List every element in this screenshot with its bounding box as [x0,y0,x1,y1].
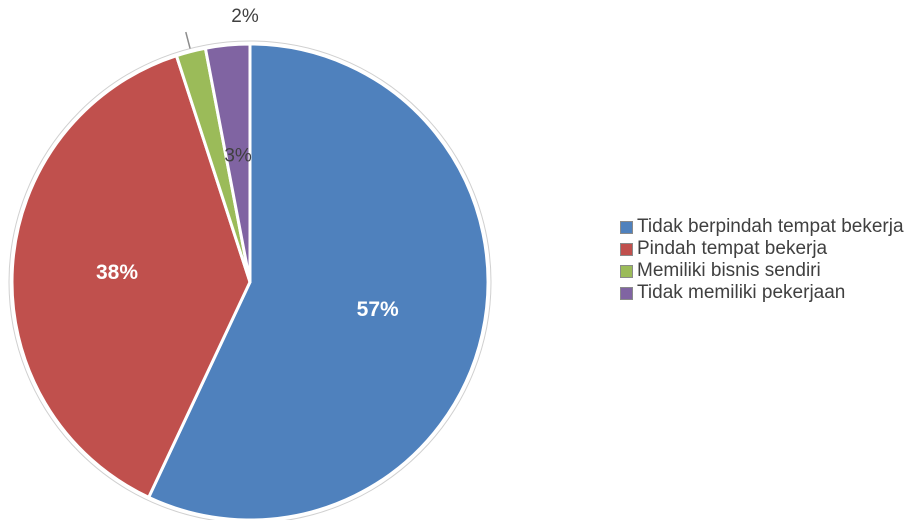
data-label: 3% [224,145,252,166]
legend: Tidak berpindah tempat bekerja Pindah te… [620,216,910,304]
pie-slice [10,54,252,499]
data-label: 38% [96,261,138,284]
legend-item-tidak-berpindah: Tidak berpindah tempat bekerja [620,216,910,237]
data-label: 2% [231,6,259,27]
legend-swatch [620,221,633,234]
legend-label: Memiliki bisnis sendiri [637,260,821,281]
pie-outline [8,40,492,520]
legend-item-bisnis-sendiri: Memiliki bisnis sendiri [620,260,910,281]
legend-swatch [620,287,633,300]
legend-item-pindah: Pindah tempat bekerja [620,238,910,259]
legend-item-tidak-bekerja: Tidak memiliki pekerjaan [620,282,910,303]
pie-chart: 57% 38% 2% 3% [8,6,492,520]
legend-label: Tidak memiliki pekerjaan [637,282,846,303]
legend-swatch [620,243,633,256]
legend-label: Pindah tempat bekerja [637,238,828,259]
leader-line [185,31,191,49]
pie-slice [203,42,252,284]
pie-slice [147,42,490,520]
legend-swatch [620,265,633,278]
data-label: 57% [357,298,399,321]
legend-label: Tidak berpindah tempat bekerja [637,216,904,237]
